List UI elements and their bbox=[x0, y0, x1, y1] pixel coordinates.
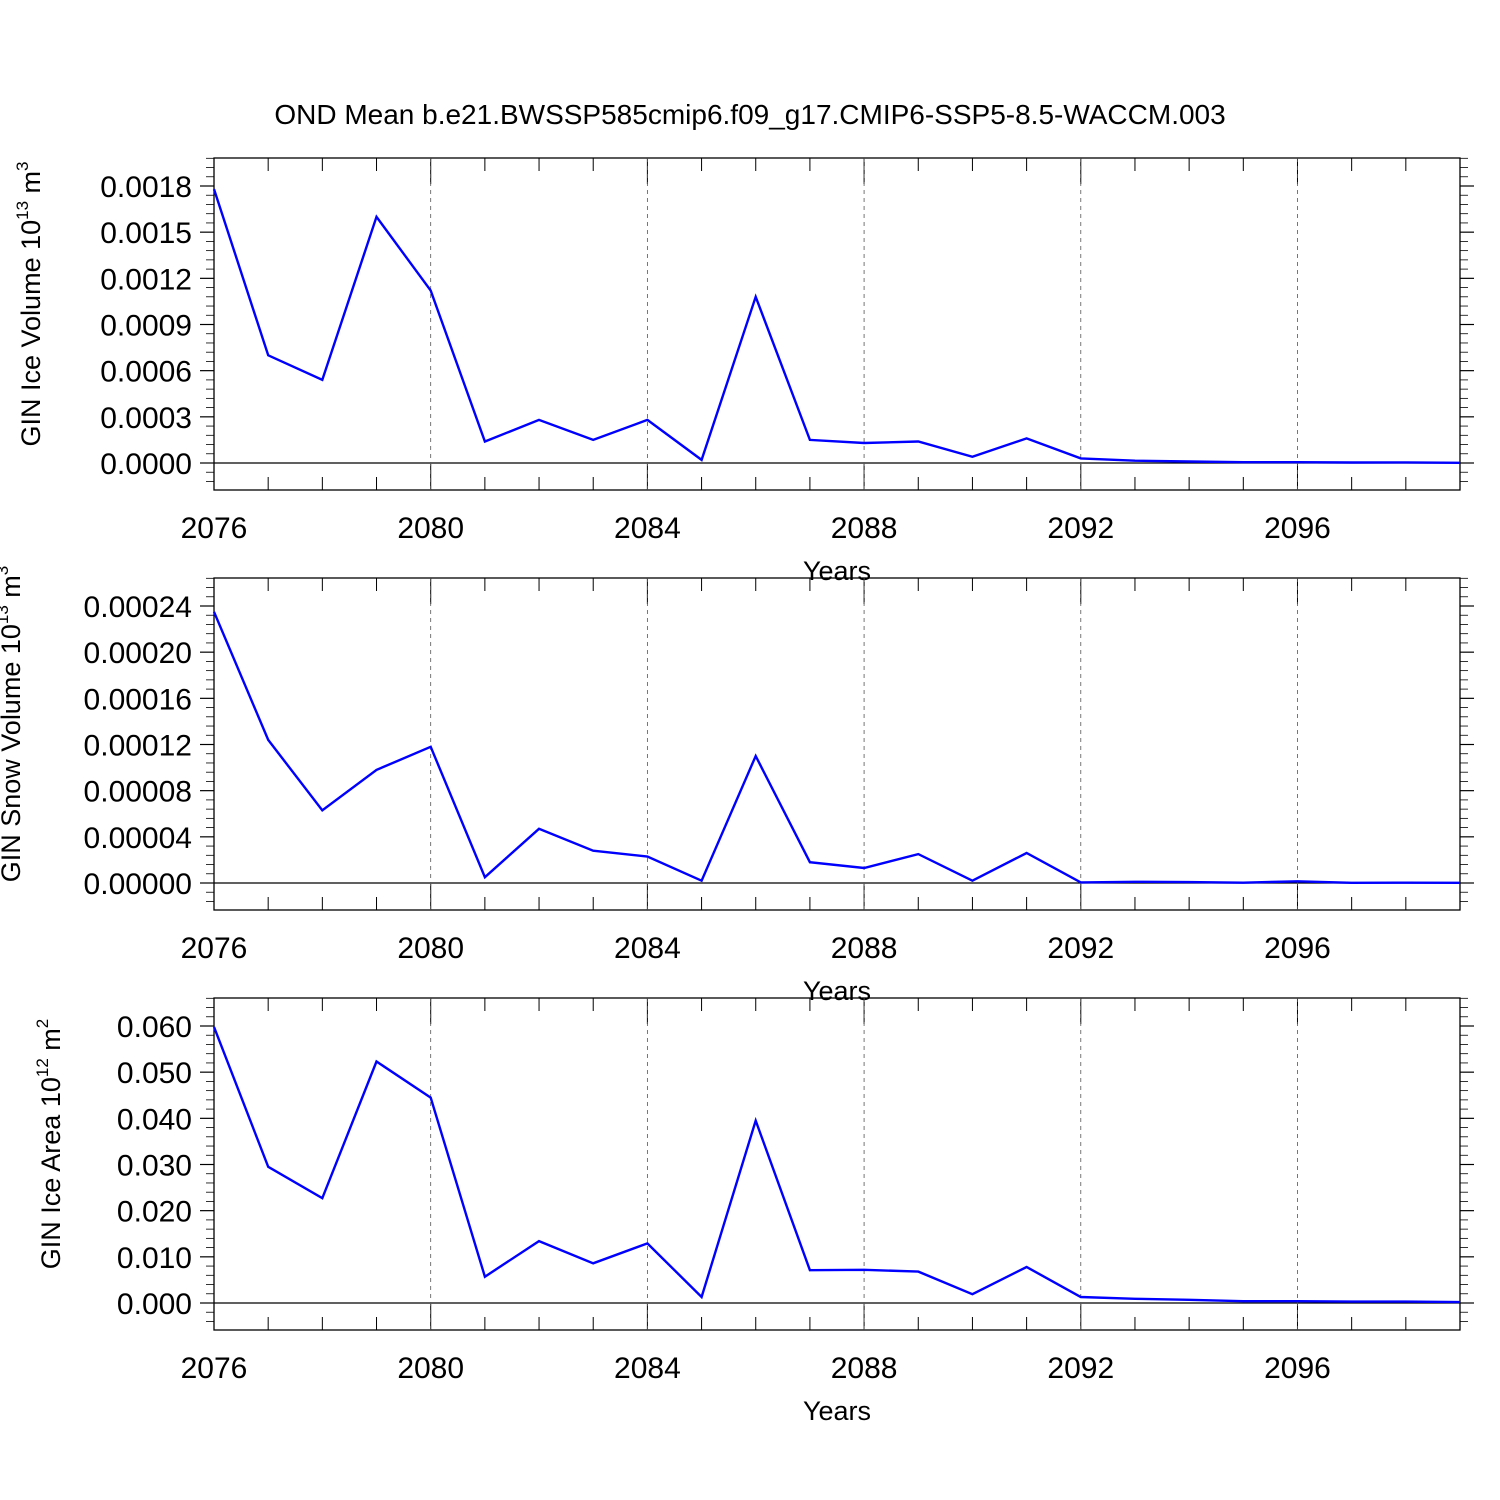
series-line-1 bbox=[212, 188, 1461, 464]
y-tick-label: 0.040 bbox=[117, 1103, 192, 1136]
x-tick-label: 2088 bbox=[831, 1352, 898, 1385]
plot-frame bbox=[213, 997, 1461, 1331]
x-tick-label: 2092 bbox=[1047, 932, 1114, 965]
x-tick-label: 2080 bbox=[397, 1352, 464, 1385]
y-axis-title-text: GIN Ice Volume 10 bbox=[16, 220, 46, 447]
x-axis-title: Years bbox=[803, 1396, 871, 1426]
y-tick-label: 0.0003 bbox=[100, 402, 192, 435]
y-axis-title: GIN Snow Volume 1013 m3 bbox=[0, 566, 26, 883]
y-tick-label: 0.060 bbox=[117, 1011, 192, 1044]
y-axis-title-exponent: 12 bbox=[33, 1058, 52, 1077]
y-tick-label: 0.030 bbox=[117, 1150, 192, 1183]
panels: 2076 2080 2084 2088 2092 2096 Years 0.0000 0.000… bbox=[0, 157, 1474, 1426]
y-axis-title-exponent: 13 bbox=[0, 605, 12, 624]
y-axis-title: GIN Ice Area 1012 m2 bbox=[33, 1019, 66, 1270]
y-axis-title-unit: m bbox=[16, 171, 46, 201]
y-tick-label: 0.00016 bbox=[84, 683, 192, 716]
x-tick-label: 2084 bbox=[614, 1352, 681, 1385]
y-tick-label: 0.00008 bbox=[84, 776, 192, 809]
x-tick-label: 2096 bbox=[1264, 512, 1331, 545]
y-axis-title-exponent: 13 bbox=[13, 201, 32, 220]
chart-panel-2: 2076 2080 2084 2088 2092 2096 Years 0.00000 0.00… bbox=[0, 566, 1474, 1006]
y-tick-label: 0.00012 bbox=[84, 730, 192, 763]
x-tick-label: 2096 bbox=[1264, 932, 1331, 965]
x-tick-label: 2076 bbox=[181, 1352, 248, 1385]
y-axis-title-text: GIN Ice Area 10 bbox=[36, 1077, 66, 1269]
y-axis-title-unit: m bbox=[36, 1028, 66, 1058]
y-tick-label: 0.010 bbox=[117, 1242, 192, 1275]
plot-frame bbox=[213, 157, 1461, 491]
y-axis-title-unit-exponent: 3 bbox=[13, 161, 32, 170]
chart-panel-1: 2076 2080 2084 2088 2092 2096 Years 0.0000 0.000… bbox=[13, 157, 1474, 586]
y-tick-label: 0.00020 bbox=[84, 637, 192, 670]
x-tick-label: 2088 bbox=[831, 512, 898, 545]
y-tick-label: 0.000 bbox=[117, 1288, 192, 1321]
y-tick-label: 0.0000 bbox=[100, 448, 192, 481]
y-tick-label: 0.0009 bbox=[100, 310, 192, 343]
x-tick-label: 2092 bbox=[1047, 1352, 1114, 1385]
y-axis-title: GIN Ice Volume 1013 m3 bbox=[13, 161, 46, 446]
x-tick-label: 2084 bbox=[614, 932, 681, 965]
y-axis-title-unit: m bbox=[0, 575, 26, 605]
y-tick-label: 0.0006 bbox=[100, 356, 192, 389]
y-axis-title-unit-exponent: 3 bbox=[0, 566, 12, 575]
y-axis-title-unit-exponent: 2 bbox=[33, 1019, 52, 1028]
y-tick-label: 0.00004 bbox=[84, 822, 192, 855]
y-tick-label: 0.020 bbox=[117, 1196, 192, 1229]
x-axis-title: Years bbox=[803, 976, 871, 1006]
y-tick-label: 0.0015 bbox=[100, 217, 192, 250]
series-line-1 bbox=[212, 611, 1461, 885]
y-tick-label: 0.050 bbox=[117, 1057, 192, 1090]
y-tick-label: 0.0018 bbox=[100, 171, 192, 204]
series-line-1 bbox=[212, 1026, 1461, 1304]
x-tick-label: 2080 bbox=[397, 512, 464, 545]
x-tick-label: 2088 bbox=[831, 932, 898, 965]
y-tick-label: 0.00024 bbox=[84, 591, 192, 624]
x-tick-label: 2084 bbox=[614, 512, 681, 545]
chart-panel-3: 2076 2080 2084 2088 2092 2096 Years 0.000 0.010 0… bbox=[33, 997, 1474, 1426]
x-tick-label: 2076 bbox=[181, 512, 248, 545]
x-axis-title: Years bbox=[803, 556, 871, 586]
figure-title: OND Mean b.e21.BWSSP585cmip6.f09_g17.CMI… bbox=[274, 99, 1225, 130]
y-axis-title-text: GIN Snow Volume 10 bbox=[0, 624, 26, 882]
x-tick-label: 2080 bbox=[397, 932, 464, 965]
y-tick-label: 0.00000 bbox=[84, 868, 192, 901]
x-tick-label: 2096 bbox=[1264, 1352, 1331, 1385]
plot-frame bbox=[213, 577, 1461, 911]
x-tick-label: 2076 bbox=[181, 932, 248, 965]
y-tick-label: 0.0012 bbox=[100, 263, 192, 296]
x-tick-label: 2092 bbox=[1047, 512, 1114, 545]
